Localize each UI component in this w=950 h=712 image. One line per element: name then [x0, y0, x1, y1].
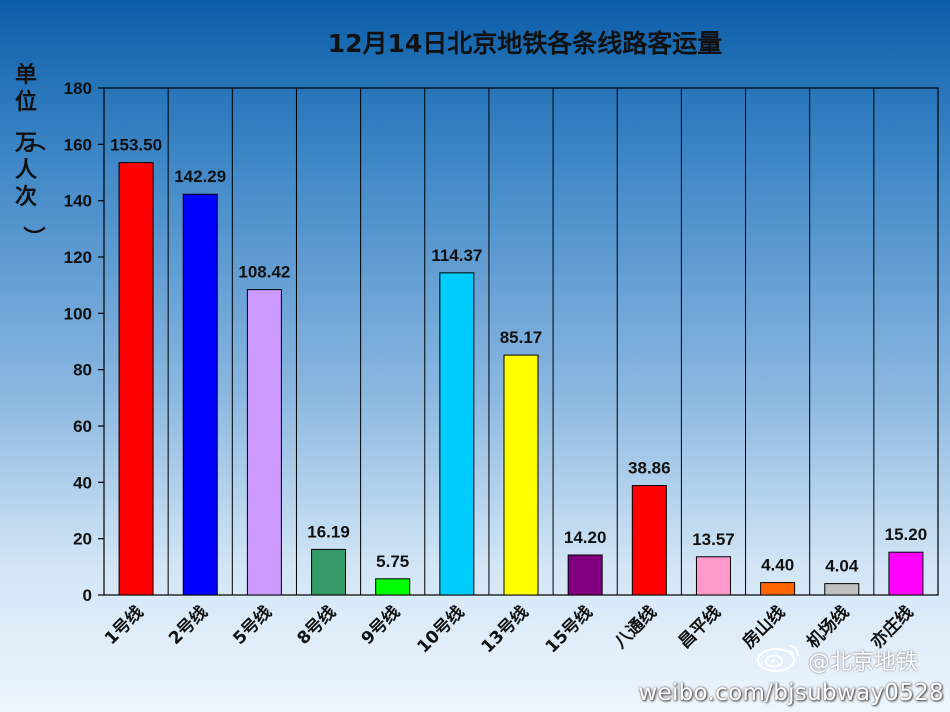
bar — [182, 193, 218, 596]
bar — [311, 548, 347, 596]
y-tick-label: 160 — [64, 135, 92, 154]
y-axis-label-char: 次 — [15, 184, 37, 210]
y-tick-label: 0 — [83, 586, 92, 605]
x-tick-label: 9号线 — [357, 602, 404, 649]
data-label: 14.20 — [564, 528, 607, 547]
bar — [888, 551, 924, 596]
x-tick-label: 13号线 — [477, 602, 533, 658]
y-tick-label: 40 — [73, 473, 92, 492]
y-tick-label: 60 — [73, 417, 92, 436]
x-tick-label: 2号线 — [165, 602, 212, 649]
y-tick-label: 20 — [73, 530, 92, 549]
x-tick-label: 10号线 — [413, 602, 469, 658]
data-label: 38.86 — [628, 459, 671, 478]
y-tick-label: 140 — [64, 192, 92, 211]
y-axis-label-char: 人 — [15, 158, 37, 183]
bar — [824, 583, 860, 596]
x-tick-label: 昌平线 — [674, 602, 725, 653]
data-label: 114.37 — [431, 246, 482, 265]
data-label: 4.40 — [761, 556, 794, 575]
x-tick-label: 8号线 — [293, 602, 340, 649]
x-tick-label: 5号线 — [229, 602, 276, 649]
data-label: 153.50 — [110, 136, 162, 155]
data-label: 85.17 — [500, 328, 543, 347]
data-label: 5.75 — [376, 552, 409, 571]
x-tick-label: 15号线 — [541, 602, 597, 658]
y-tick-label: 120 — [64, 248, 92, 267]
y-axis-label-char: （ — [20, 129, 45, 151]
watermark-account: @北京地铁 — [808, 650, 919, 675]
data-label: 13.57 — [692, 530, 735, 549]
watermark-url: weibo.com/bjsubway0528 — [638, 680, 944, 706]
bar — [439, 272, 475, 596]
data-label: 142.29 — [174, 167, 226, 186]
data-label: 16.19 — [307, 522, 350, 541]
weibo-logo-icon — [757, 645, 799, 672]
data-label: 4.04 — [825, 557, 859, 576]
x-tick-label: 八通线 — [610, 602, 661, 653]
data-label: 15.20 — [885, 525, 928, 544]
bar — [695, 556, 731, 596]
chart-title: 12月14日北京地铁各条线路客运量 — [328, 29, 723, 58]
data-label: 108.42 — [238, 263, 290, 282]
y-axis-label-char: 位 — [15, 89, 37, 115]
bar — [760, 582, 796, 596]
y-tick-label: 100 — [64, 304, 92, 323]
bar — [246, 289, 282, 596]
bar — [631, 485, 667, 596]
y-axis-label-char: ） — [20, 226, 45, 248]
bar — [375, 578, 411, 596]
x-tick-label: 1号线 — [100, 602, 147, 649]
y-axis-label: 单位 （万人次 ） — [14, 63, 45, 248]
y-tick-label: 180 — [64, 79, 92, 98]
y-axis-label-char: 单 — [15, 63, 37, 88]
bar — [567, 554, 603, 596]
y-axis-label-char: 万 — [14, 131, 37, 156]
plot-area: 0 20 40 60 80 100 120 140 160 180 153.50 1号线 142.29 2… — [64, 79, 939, 658]
bar — [118, 162, 154, 596]
y-tick-label: 80 — [73, 361, 92, 380]
bar — [503, 354, 539, 596]
